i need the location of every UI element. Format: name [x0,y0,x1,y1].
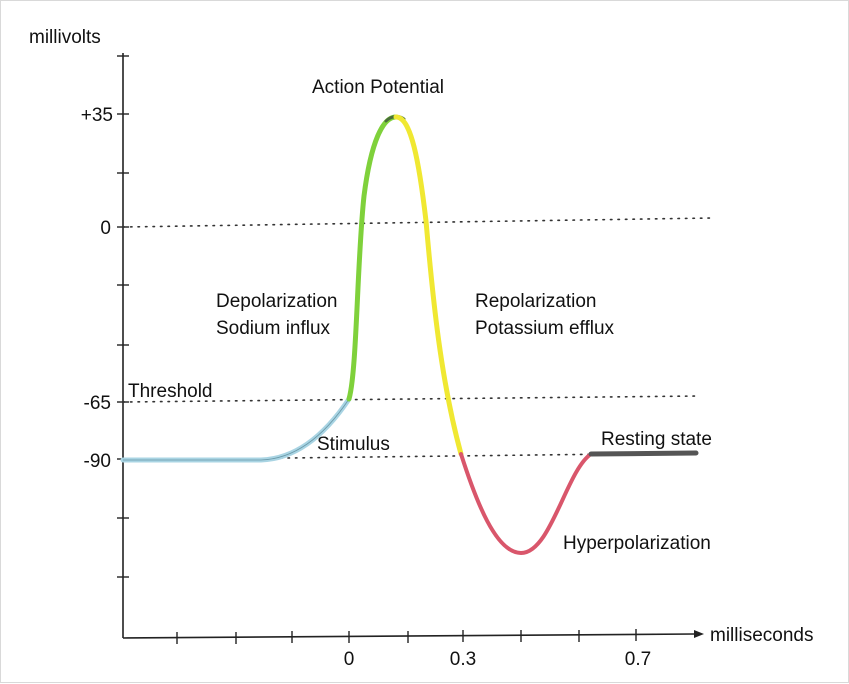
repolarization-curve [393,114,464,457]
hyperpolarization-label: Hyperpolarization [563,533,711,554]
x-tick-label: 0 [344,649,355,670]
y-tick-label: +35 [81,105,113,126]
potassium-efflux-label: Potassium efflux [475,318,615,339]
stimulus-curve [120,396,352,463]
hyperpolarization-curve [459,452,593,556]
repolarization-label: Repolarization [475,291,596,312]
y-tick-label: 0 [100,218,111,239]
stimulus-curve-outline [123,398,350,461]
x-axis-label: milliseconds [710,625,813,646]
y-tick-label: -90 [84,451,111,472]
y-axis-label: millivolts [29,27,101,48]
depolarization-curve [346,114,399,402]
x-tick-label: 0.3 [450,649,476,670]
x-axis-ticks [176,629,637,644]
resting-state-label: Resting state [601,429,712,450]
y-tick-label: -65 [84,393,111,414]
zero-reference-line [122,217,712,228]
action-potential-label: Action Potential [312,77,444,98]
resting-state-curve [588,450,699,457]
x-tick-label: 0.7 [625,649,651,670]
depolarization-label: Depolarization [216,291,337,312]
stimulus-label: Stimulus [317,434,390,455]
x-axis-arrow-icon [694,630,704,638]
sodium-influx-label: Sodium influx [216,318,331,339]
threshold-line [122,395,700,403]
threshold-label: Threshold [128,381,213,402]
